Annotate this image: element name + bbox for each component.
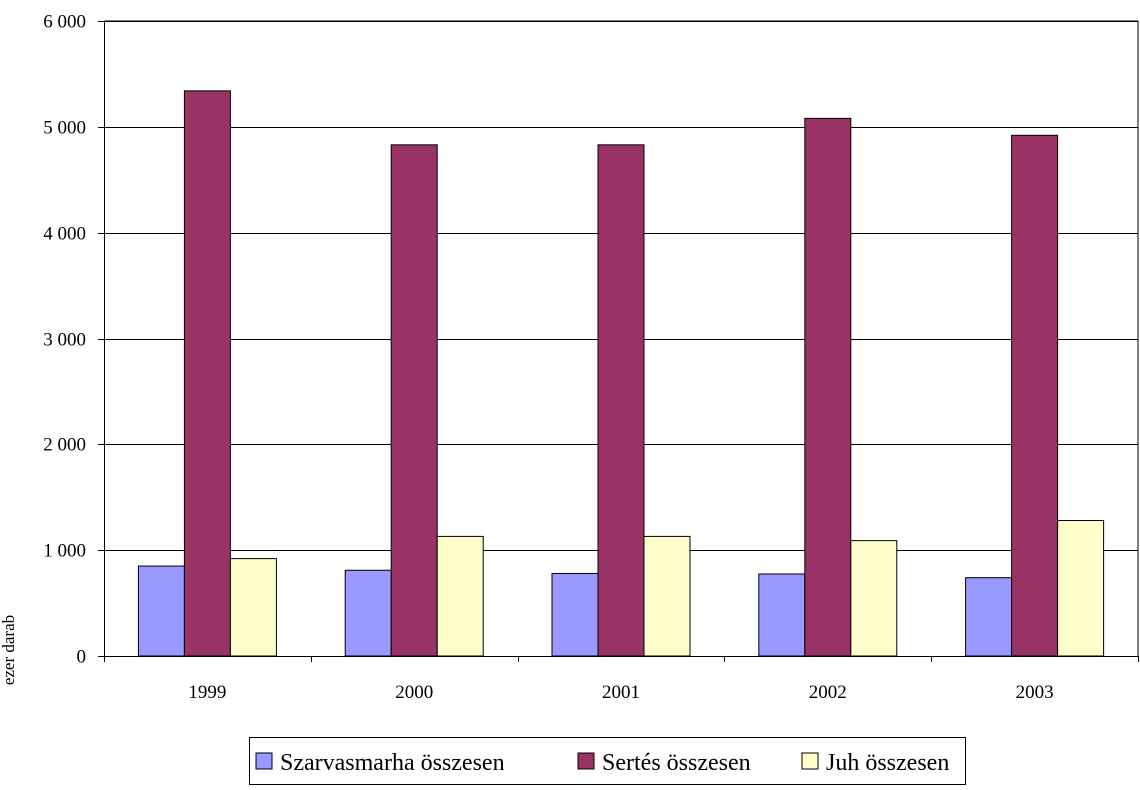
legend-label: Juh összesen	[826, 750, 949, 776]
bar	[390, 144, 438, 657]
bar	[137, 565, 185, 657]
legend-label: Sertés összesen	[602, 750, 751, 776]
bar	[643, 535, 691, 657]
bar	[850, 540, 898, 657]
legend-swatch	[577, 752, 595, 770]
y-tick-label: 6 000	[43, 12, 86, 33]
legend-swatch	[255, 752, 273, 770]
bar	[758, 573, 806, 657]
y-tick-label: 1 000	[43, 541, 86, 562]
bar	[804, 117, 852, 657]
x-tick-label: 2001	[602, 682, 640, 703]
legend-label: Szarvasmarha összesen	[280, 750, 505, 776]
x-tick-label: 2000	[395, 682, 433, 703]
bar	[1057, 520, 1105, 657]
y-tick-label: 2 000	[43, 435, 86, 456]
bar	[183, 90, 231, 657]
bar	[1011, 134, 1059, 657]
bars	[137, 90, 1105, 657]
bar	[436, 535, 484, 657]
legend-swatch	[801, 752, 819, 770]
bar	[229, 558, 277, 657]
y-tick-label: 5 000	[43, 118, 86, 139]
bar	[344, 569, 392, 657]
legend: Szarvasmarha összesen Sertés összesen Juh …	[249, 737, 966, 785]
x-tick-label: 2003	[1016, 682, 1054, 703]
y-tick-label: 4 000	[43, 224, 86, 245]
x-tick-label: 2002	[809, 682, 847, 703]
bar	[597, 144, 645, 657]
bar	[551, 572, 599, 657]
y-tick-label: 0	[77, 647, 87, 668]
legend-box	[249, 737, 966, 785]
y-axis-label: ezer darab	[0, 615, 18, 685]
x-tick-label: 1999	[188, 682, 226, 703]
bar	[965, 577, 1013, 657]
axes: 0 1 000 2 000 3 000 4 000 5 000 6 000 1999 2000 2…	[43, 12, 1139, 703]
y-tick-label: 3 000	[43, 330, 86, 351]
